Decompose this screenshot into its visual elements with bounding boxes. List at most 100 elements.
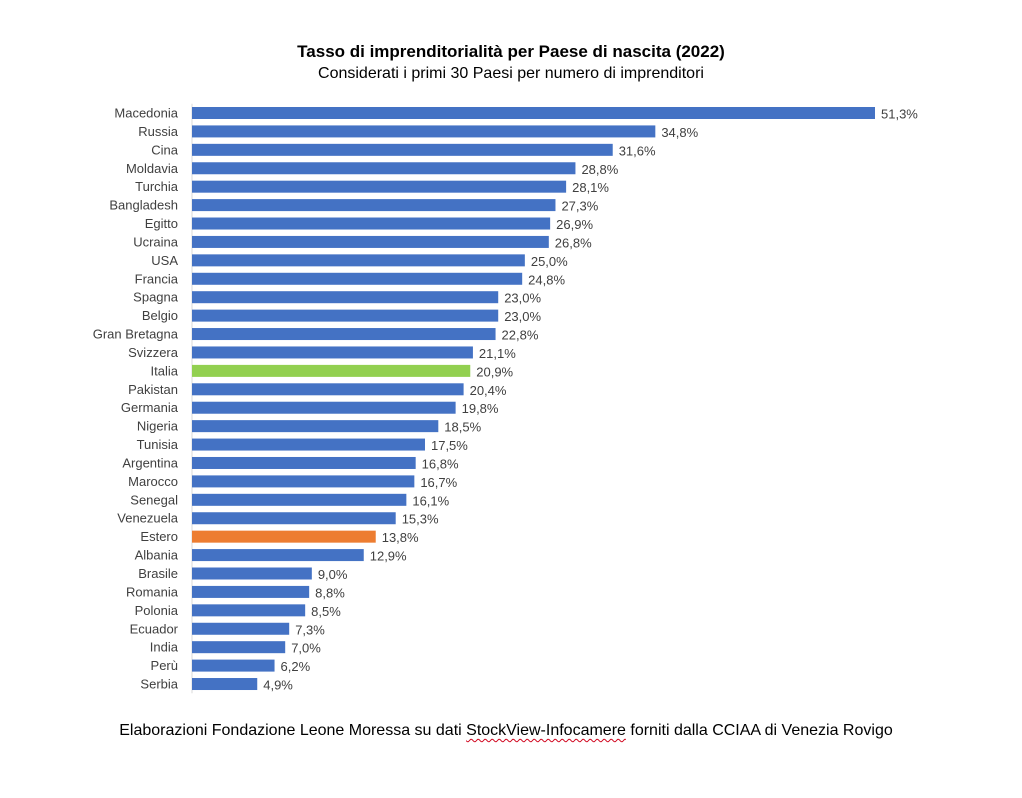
bar-brasile xyxy=(192,567,312,580)
bar-romania xyxy=(192,585,310,598)
category-label-moldavia: Moldavia xyxy=(126,161,179,176)
bar-gran-bretagna xyxy=(192,328,496,341)
bar-senegal xyxy=(192,493,407,506)
category-label-turchia: Turchia xyxy=(135,179,179,194)
category-label-russia: Russia xyxy=(138,124,179,139)
category-label-nigeria: Nigeria xyxy=(137,419,179,434)
value-label-bangladesh: 27,3% xyxy=(561,199,598,214)
bar-russia xyxy=(192,125,656,138)
bar-cina xyxy=(192,143,613,156)
category-label-cina: Cina xyxy=(151,142,179,157)
category-label-argentina: Argentina xyxy=(122,455,178,470)
category-label-romania: Romania xyxy=(126,584,179,599)
value-label-macedonia: 51,3% xyxy=(881,107,918,122)
bar-serbia xyxy=(192,678,258,691)
value-label-venezuela: 15,3% xyxy=(402,512,439,527)
category-label-bangladesh: Bangladesh xyxy=(109,198,178,213)
category-label-india: India xyxy=(150,640,179,655)
category-label-egitto: Egitto xyxy=(145,216,178,231)
value-label-serbia: 4,9% xyxy=(263,678,293,693)
value-label-gran-bretagna: 22,8% xyxy=(502,328,539,343)
value-label-senegal: 16,1% xyxy=(412,493,449,508)
chart-title: Tasso di imprenditorialità per Paese di … xyxy=(297,42,725,61)
value-label-peru: 6,2% xyxy=(281,659,311,674)
value-label-tunisia: 17,5% xyxy=(431,438,468,453)
value-label-brasile: 9,0% xyxy=(318,567,348,582)
value-label-russia: 34,8% xyxy=(661,125,698,140)
bars xyxy=(192,107,875,691)
category-label-pakistan: Pakistan xyxy=(128,382,178,397)
category-label-gran-bretagna: Gran Bretagna xyxy=(93,327,179,342)
bar-svizzera xyxy=(192,346,473,359)
bar-nigeria xyxy=(192,420,439,433)
source-note: Elaborazioni Fondazione Leone Moressa su… xyxy=(0,722,1012,740)
value-label-pakistan: 20,4% xyxy=(470,383,507,398)
value-label-ecuador: 7,3% xyxy=(295,622,325,637)
value-label-germania: 19,8% xyxy=(462,401,499,416)
value-label-estero: 13,8% xyxy=(382,530,419,545)
value-label-nigeria: 18,5% xyxy=(444,420,481,435)
value-label-egitto: 26,9% xyxy=(556,217,593,232)
value-label-romania: 8,8% xyxy=(315,585,345,600)
bar-macedonia xyxy=(192,107,875,119)
bar-ucraina xyxy=(192,235,549,248)
value-label-francia: 24,8% xyxy=(528,272,565,287)
bar-polonia xyxy=(192,604,306,617)
value-label-argentina: 16,8% xyxy=(422,456,459,471)
value-label-polonia: 8,5% xyxy=(311,604,341,619)
bar-spagna xyxy=(192,291,499,304)
category-label-venezuela: Venezuela xyxy=(117,511,178,526)
category-label-italia: Italia xyxy=(151,363,179,378)
category-label-belgio: Belgio xyxy=(142,308,178,323)
bar-moldavia xyxy=(192,162,576,175)
value-label-italia: 20,9% xyxy=(476,364,513,379)
bar-ecuador xyxy=(192,622,290,635)
bar-tunisia xyxy=(192,438,425,451)
bar-bangladesh xyxy=(192,199,556,212)
category-label-senegal: Senegal xyxy=(130,492,178,507)
value-label-turchia: 28,1% xyxy=(572,180,609,195)
bar-belgio xyxy=(192,309,499,322)
category-label-svizzera: Svizzera xyxy=(128,345,179,360)
category-label-polonia: Polonia xyxy=(135,603,179,618)
category-label-macedonia: Macedonia xyxy=(114,106,178,121)
category-label-germania: Germania xyxy=(121,400,179,415)
category-label-ecuador: Ecuador xyxy=(130,621,179,636)
category-label-estero: Estero xyxy=(140,529,178,544)
bar-peru xyxy=(192,659,275,672)
value-label-ucraina: 26,8% xyxy=(555,235,592,250)
source-note-suffix: forniti dalla CCIAA di Venezia Rovigo xyxy=(625,722,893,739)
bar-francia xyxy=(192,272,523,285)
bar-albania xyxy=(192,549,364,562)
value-label-svizzera: 21,1% xyxy=(479,346,516,361)
category-label-marocco: Marocco xyxy=(128,474,178,489)
source-note-highlight: StockView-Infocamere xyxy=(466,722,626,739)
value-label-india: 7,0% xyxy=(291,641,321,656)
category-label-brasile: Brasile xyxy=(138,566,178,581)
bar-marocco xyxy=(192,475,415,488)
source-note-prefix: Elaborazioni Fondazione Leone Moressa su… xyxy=(119,722,467,739)
value-label-albania: 12,9% xyxy=(370,549,407,564)
bar-germania xyxy=(192,401,456,414)
bar-argentina xyxy=(192,456,416,469)
category-label-serbia: Serbia xyxy=(140,677,178,692)
category-label-ucraina: Ucraina xyxy=(133,234,179,249)
bar-usa xyxy=(192,254,525,267)
value-label-marocco: 16,7% xyxy=(420,475,457,490)
bar-italia xyxy=(192,364,471,377)
bar-pakistan xyxy=(192,383,464,396)
bar-estero xyxy=(192,530,376,543)
value-label-belgio: 23,0% xyxy=(504,309,541,324)
bar-egitto xyxy=(192,217,551,230)
category-label-spagna: Spagna xyxy=(133,290,179,305)
value-labels: 51,3% 34,8% 31,6%28,8% 28,1% 27,3% 26,9% 26,8%… xyxy=(263,107,918,693)
category-label-usa: USA xyxy=(151,253,178,268)
category-label-peru: Perù xyxy=(151,658,178,673)
value-label-usa: 25,0% xyxy=(531,254,568,269)
category-labels: Macedonia Russia Cina Moldavia Turchia Bangla… xyxy=(93,106,179,692)
value-label-cina: 31,6% xyxy=(619,143,656,158)
category-label-albania: Albania xyxy=(135,548,179,563)
bar-venezuela xyxy=(192,512,396,525)
category-label-francia: Francia xyxy=(135,271,179,286)
